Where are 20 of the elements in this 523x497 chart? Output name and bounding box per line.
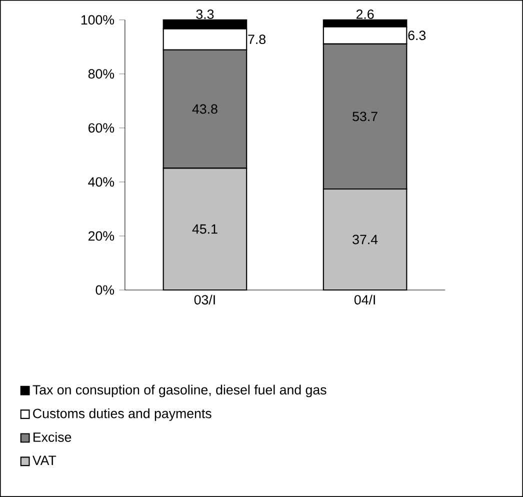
data-label: 3.3 xyxy=(196,10,214,19)
y-tick-label: 60% xyxy=(88,123,114,133)
data-label: 43.8 xyxy=(192,104,218,114)
legend-label: Excise xyxy=(34,432,72,442)
x-tick-label: 03/I xyxy=(194,294,215,305)
data-label: 7.8 xyxy=(248,34,266,44)
data-label: 37.4 xyxy=(352,234,378,244)
data-label: 2.6 xyxy=(356,10,374,19)
legend-label: VAT xyxy=(32,456,56,465)
data-label: 45.1 xyxy=(192,224,218,234)
legend-label: Customs duties and payments xyxy=(33,408,212,421)
y-tick-label: 20% xyxy=(88,231,114,241)
y-tick-label: 0% xyxy=(96,285,114,295)
data-label: 6.3 xyxy=(408,30,426,40)
y-tick-label: 40% xyxy=(88,177,114,187)
y-tick-label: 80% xyxy=(88,69,114,79)
x-tick-label: 04/I xyxy=(354,294,375,305)
y-tick-label: 100% xyxy=(81,15,114,25)
data-label: 53.7 xyxy=(352,112,378,122)
legend-label: Tax on consuption of gasoline, diesel fuel and gas xyxy=(32,384,326,398)
